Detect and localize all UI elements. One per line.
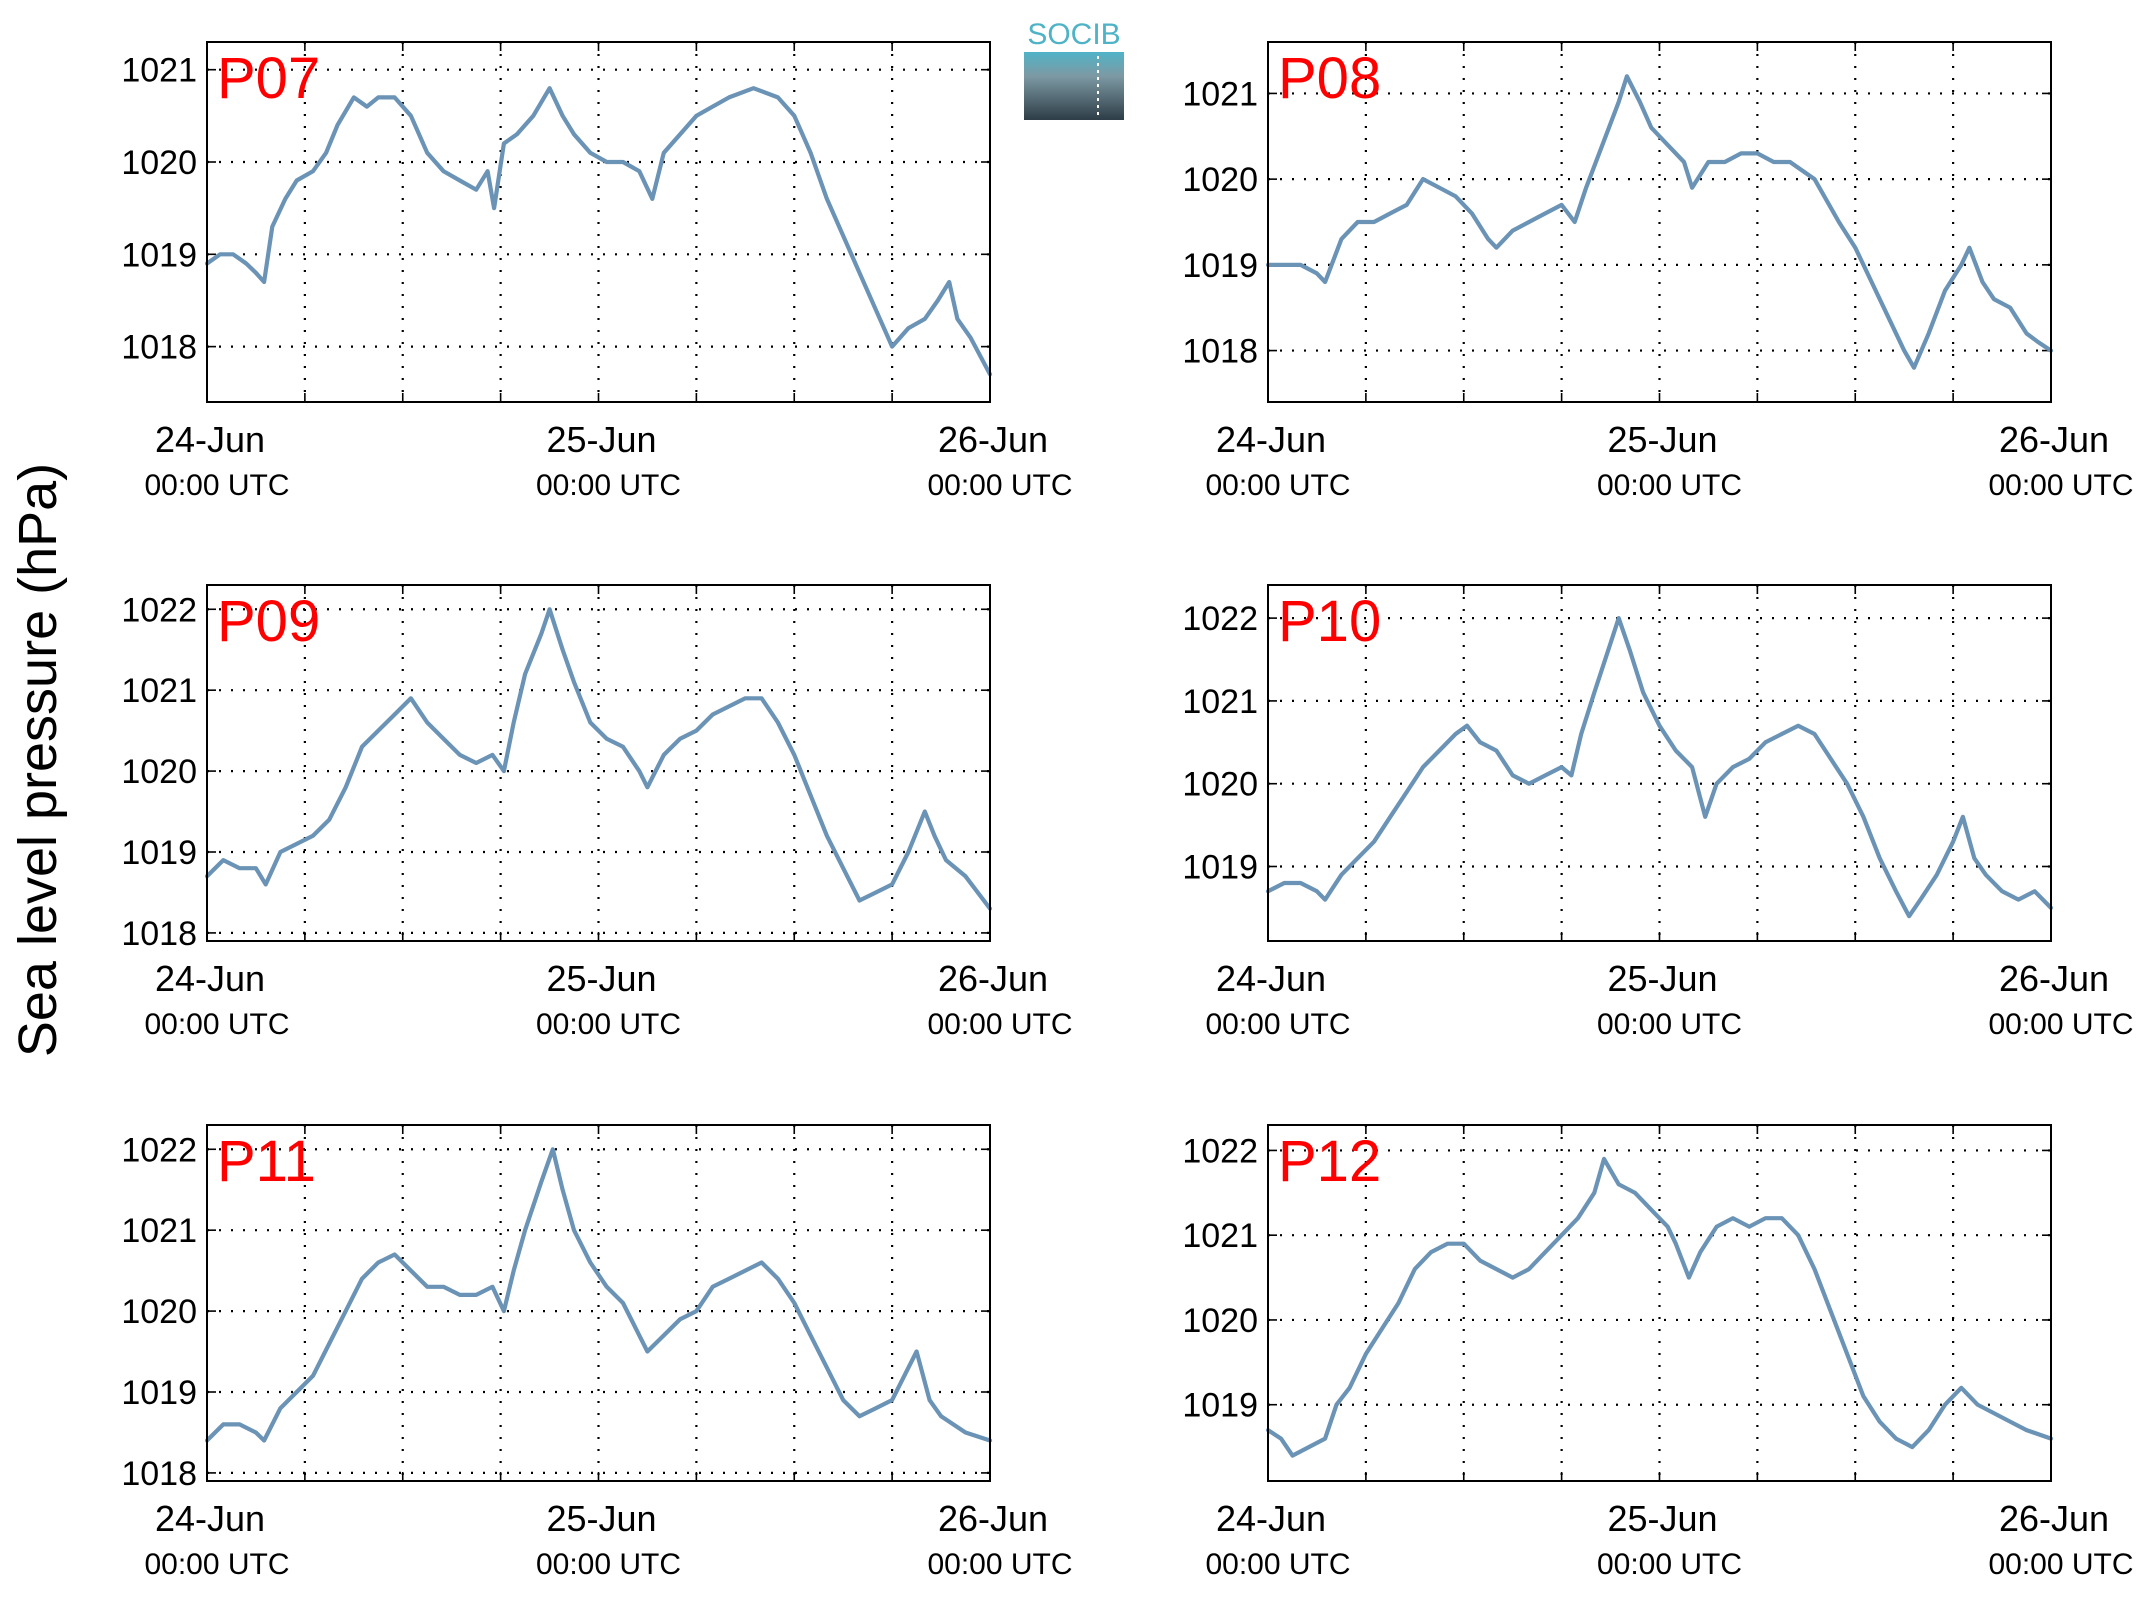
x-tick-label-time: 00:00 UTC	[1205, 1548, 1350, 1581]
logo-text: SOCIB	[1027, 18, 1120, 51]
x-tick-label-date: 26-Jun	[1999, 958, 2109, 999]
x-tick-label-date: 24-Jun	[1216, 1498, 1326, 1539]
y-tick-label: 1019	[121, 1374, 197, 1412]
x-tick-label-date: 25-Jun	[1607, 419, 1717, 460]
axes-frame	[206, 41, 991, 403]
y-axis-label: Sea level pressure (hPa)	[8, 463, 68, 1057]
panel-p09: 1018 1019 1020 1021 1022 24-Jun 00:00 UTC 25-Ju…	[121, 584, 1073, 1041]
y-tick-label: 1018	[1182, 333, 1258, 371]
x-tick-label-time: 00:00 UTC	[927, 469, 1072, 502]
panel-label: P09	[217, 589, 320, 654]
x-tick-label-time: 00:00 UTC	[1597, 469, 1742, 502]
y-tick-label: 1022	[121, 1131, 197, 1169]
series-line	[1265, 616, 2054, 919]
panel-p11: 1018 1019 1020 1021 1022 24-Jun 00:00 UTC 25-Ju…	[121, 1124, 1073, 1581]
panel-label: P10	[1278, 589, 1381, 654]
series-line	[1265, 74, 2054, 370]
x-tick-label-date: 25-Jun	[546, 419, 656, 460]
x-tick-label-time: 00:00 UTC	[144, 469, 289, 502]
y-tick-label: 1022	[121, 591, 197, 629]
x-tick-label-time: 00:00 UTC	[536, 1548, 681, 1581]
panel-p08: 1018 1019 1020 1021 24-Jun 00:00 UTC 25-Jun 00:…	[1182, 41, 2134, 502]
y-tick-label: 1020	[1182, 766, 1258, 804]
x-tick-label-time: 00:00 UTC	[927, 1008, 1072, 1041]
axes-frame	[206, 584, 991, 942]
x-tick-label-date: 24-Jun	[155, 419, 265, 460]
x-tick-label-time: 00:00 UTC	[144, 1548, 289, 1581]
x-tick-label-time: 00:00 UTC	[1597, 1008, 1742, 1041]
y-tick-label: 1020	[121, 753, 197, 791]
y-tick-label: 1020	[1182, 1302, 1258, 1340]
y-tick-label: 1018	[121, 915, 197, 953]
axes-frame	[1267, 584, 2052, 942]
x-tick-label-time: 00:00 UTC	[1597, 1548, 1742, 1581]
y-tick-label: 1021	[121, 1212, 197, 1250]
y-tick-label: 1022	[1182, 600, 1258, 638]
panel-p07: 1018 1019 1020 1021 24-Jun 00:00 UTC 25-Jun 00:…	[121, 41, 1073, 502]
y-tick-label: 1018	[121, 329, 197, 367]
axes-frame	[206, 1124, 991, 1482]
y-tick-label: 1018	[121, 1455, 197, 1493]
y-tick-label: 1020	[1182, 161, 1258, 199]
series-line	[204, 86, 993, 377]
x-tick-label-time: 00:00 UTC	[1988, 469, 2133, 502]
x-tick-label-time: 00:00 UTC	[1205, 469, 1350, 502]
y-tick-label: 1020	[121, 144, 197, 182]
series-line	[1265, 1156, 2054, 1458]
y-tick-label: 1019	[121, 236, 197, 274]
x-tick-label-time: 00:00 UTC	[536, 469, 681, 502]
panel-label: P11	[217, 1129, 316, 1194]
y-tick-label: 1021	[1182, 683, 1258, 721]
x-tick-label-date: 24-Jun	[1216, 958, 1326, 999]
series-line	[204, 1147, 993, 1443]
logo-block	[1024, 52, 1124, 120]
x-tick-label-date: 25-Jun	[1607, 1498, 1717, 1539]
panel-label: P12	[1278, 1129, 1381, 1194]
x-tick-label-date: 25-Jun	[1607, 958, 1717, 999]
x-tick-label-date: 26-Jun	[1999, 419, 2109, 460]
y-tick-label: 1021	[1182, 1217, 1258, 1255]
panel-label: P07	[217, 46, 320, 111]
socib-logo: SOCIB	[1024, 18, 1124, 120]
x-tick-label-time: 00:00 UTC	[1205, 1008, 1350, 1041]
panel-p12: 1019 1020 1021 1022 24-Jun 00:00 UTC 25-Jun 00:…	[1182, 1124, 2134, 1581]
x-tick-label-date: 24-Jun	[155, 958, 265, 999]
x-tick-label-date: 26-Jun	[1999, 1498, 2109, 1539]
axes-frame	[1267, 41, 2052, 403]
x-tick-label-time: 00:00 UTC	[144, 1008, 289, 1041]
x-tick-label-time: 00:00 UTC	[536, 1008, 681, 1041]
y-tick-label: 1019	[1182, 1387, 1258, 1425]
series-line	[204, 607, 993, 911]
x-tick-label-time: 00:00 UTC	[1988, 1548, 2133, 1581]
x-tick-label-time: 00:00 UTC	[1988, 1008, 2133, 1041]
x-tick-label-date: 24-Jun	[1216, 419, 1326, 460]
x-tick-label-date: 25-Jun	[546, 958, 656, 999]
y-tick-label: 1022	[1182, 1132, 1258, 1170]
x-tick-label-date: 26-Jun	[938, 958, 1048, 999]
y-tick-label: 1021	[1182, 75, 1258, 113]
axes-frame	[1267, 1124, 2052, 1482]
y-tick-label: 1020	[121, 1293, 197, 1331]
y-tick-label: 1019	[121, 834, 197, 872]
y-tick-label: 1019	[1182, 247, 1258, 285]
panel-p10: 1019 1020 1021 1022 24-Jun 00:00 UTC 25-Jun 00:…	[1182, 584, 2134, 1041]
x-tick-label-date: 24-Jun	[155, 1498, 265, 1539]
y-tick-label: 1021	[121, 52, 197, 90]
x-tick-label-date: 26-Jun	[938, 419, 1048, 460]
x-tick-label-date: 26-Jun	[938, 1498, 1048, 1539]
x-tick-label-time: 00:00 UTC	[927, 1548, 1072, 1581]
y-tick-label: 1019	[1182, 848, 1258, 886]
y-tick-label: 1021	[121, 672, 197, 710]
panel-label: P08	[1278, 46, 1381, 111]
x-tick-label-date: 25-Jun	[546, 1498, 656, 1539]
